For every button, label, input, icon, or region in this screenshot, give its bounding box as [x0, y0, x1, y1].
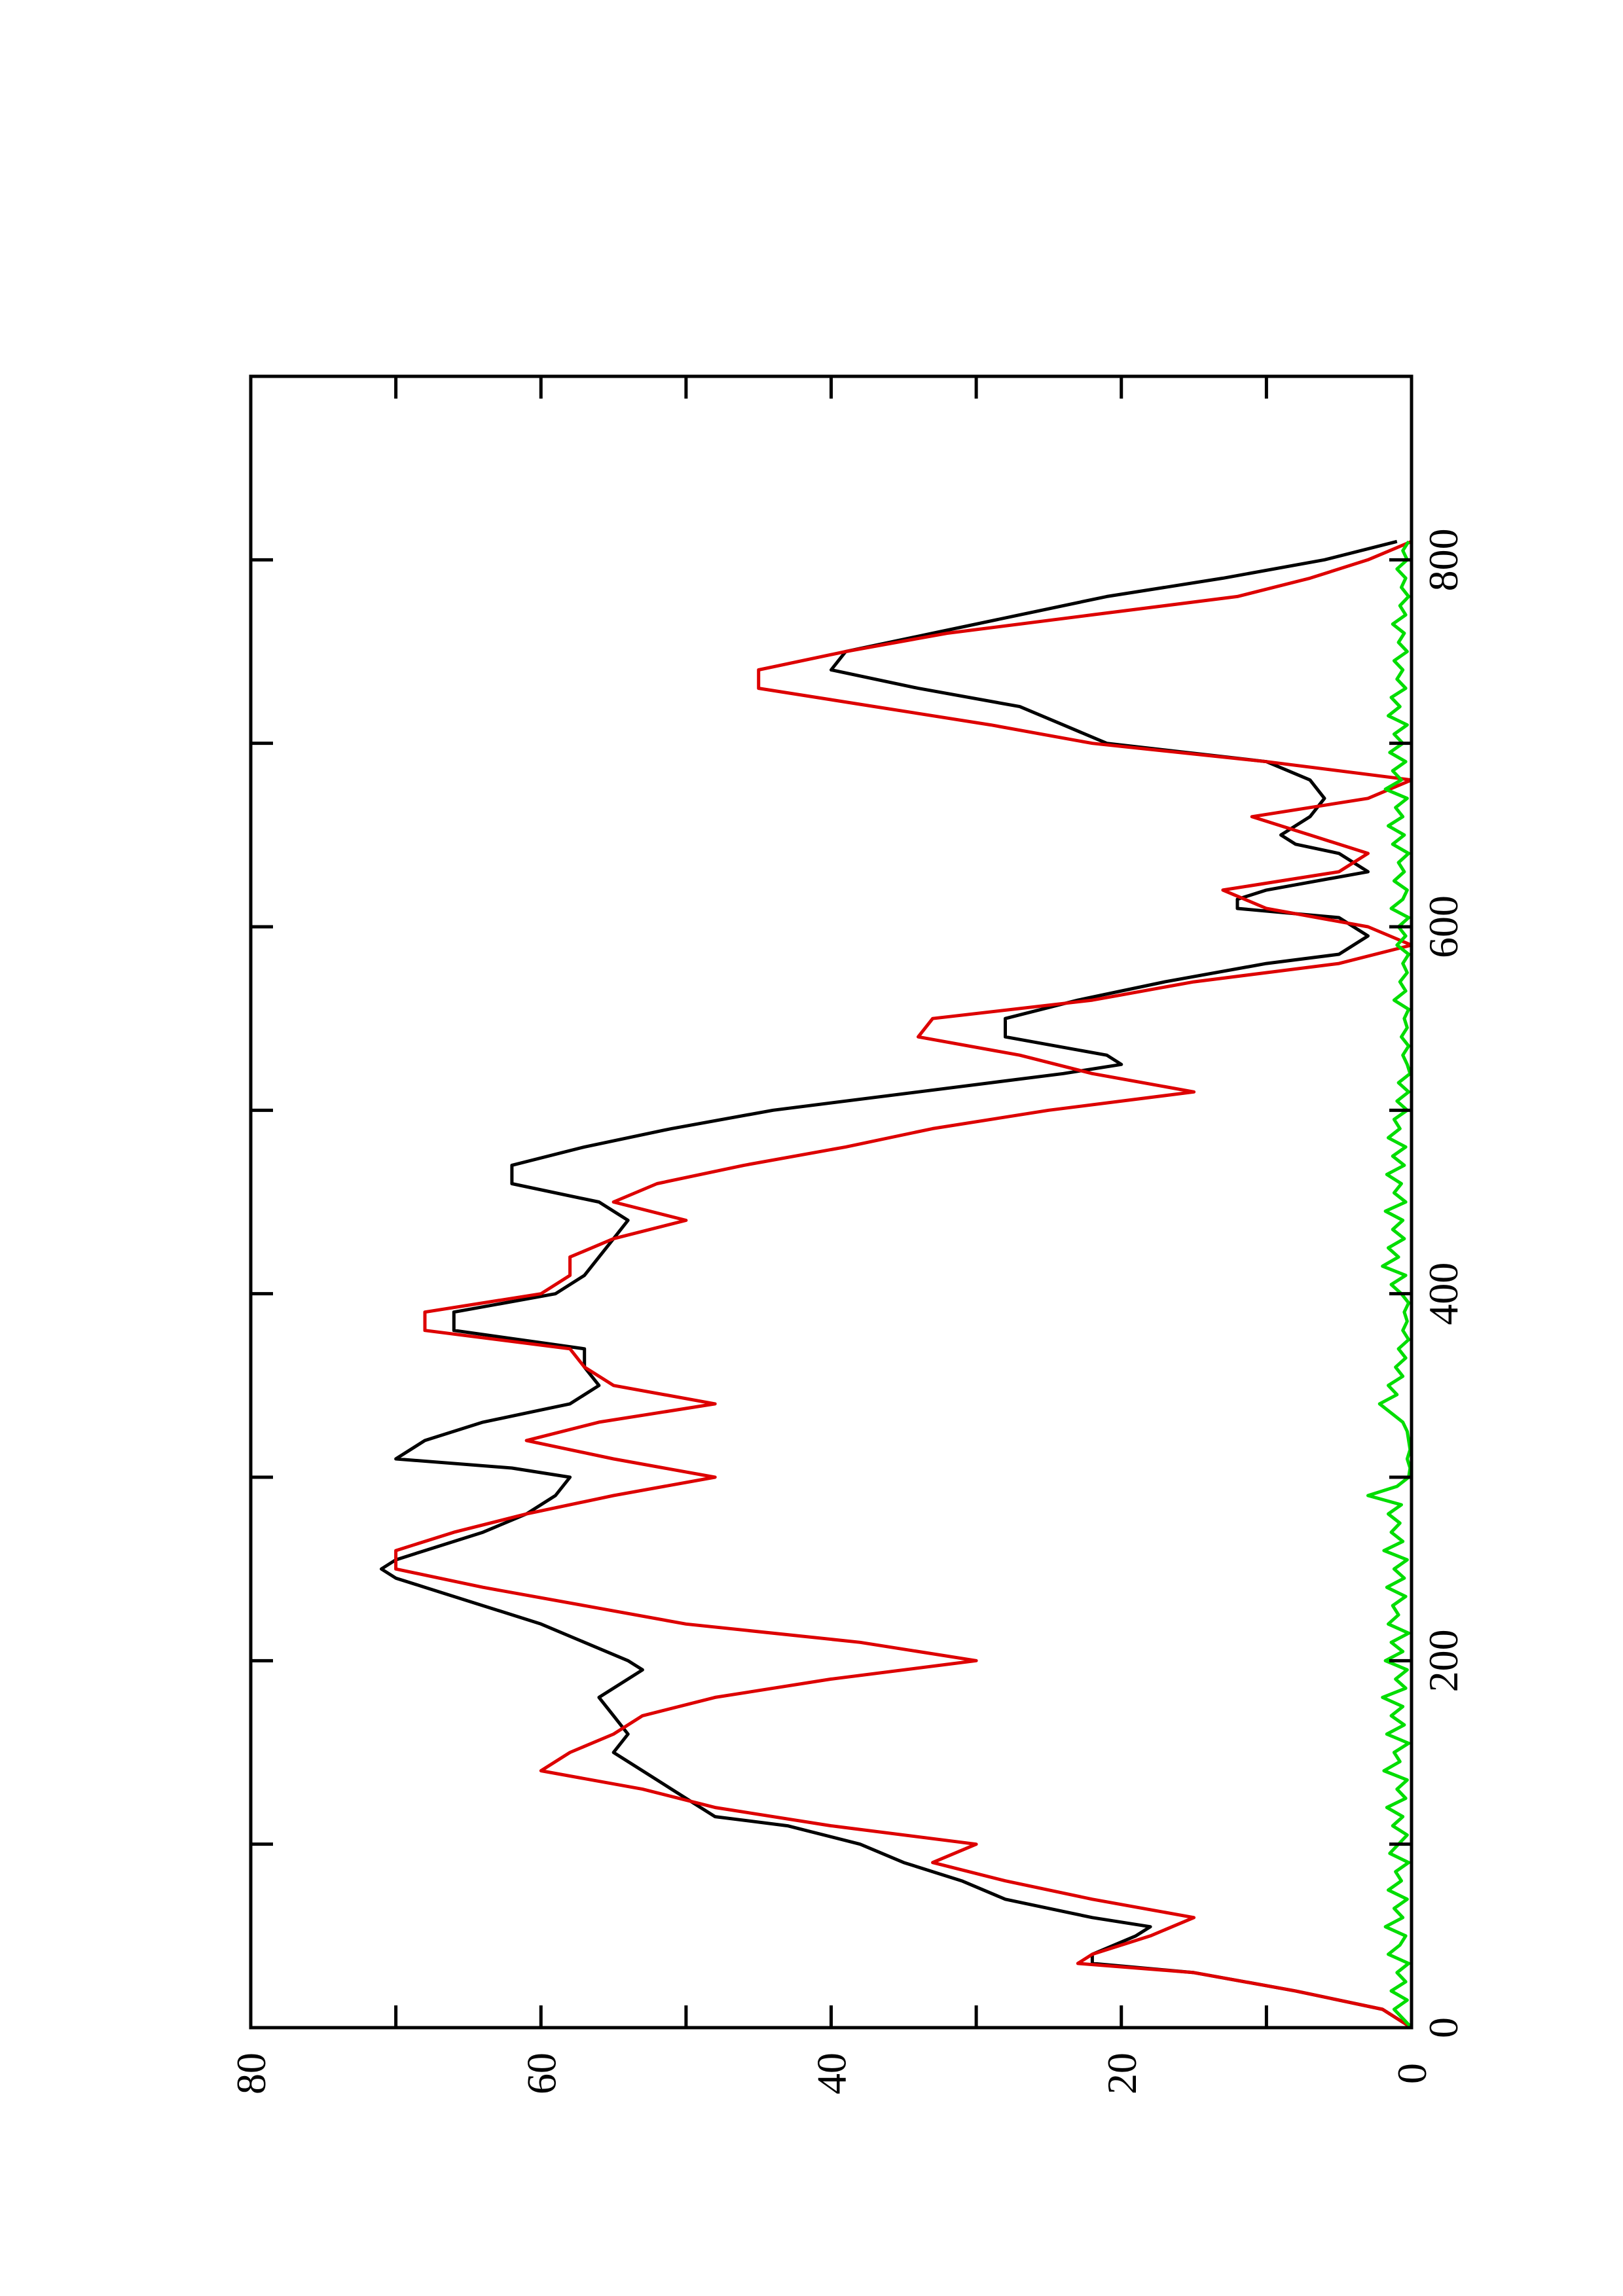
series-line-1	[380, 539, 1413, 2030]
series-line-3	[1366, 540, 1413, 2029]
x-tick-label: 0	[1420, 2017, 1467, 2038]
y-tick-label: 20	[1099, 2053, 1145, 2094]
axes: 0 200 400 600 800 0 20 40 60 80	[228, 376, 1467, 2094]
plot-area	[380, 539, 1413, 2030]
x-tick-label: 800	[1420, 528, 1467, 591]
y-tick-label: 60	[518, 2053, 564, 2094]
y-tick-label: 80	[228, 2053, 274, 2094]
y-tick-label: 0	[1389, 2063, 1435, 2084]
x-tick-label: 200	[1420, 1629, 1467, 1692]
y-tick-label: 40	[809, 2053, 855, 2094]
x-tick-label: 600	[1420, 895, 1467, 958]
x-tick-label: 400	[1420, 1263, 1467, 1325]
series-line-2	[394, 539, 1413, 2030]
plot-frame	[249, 374, 1413, 2030]
